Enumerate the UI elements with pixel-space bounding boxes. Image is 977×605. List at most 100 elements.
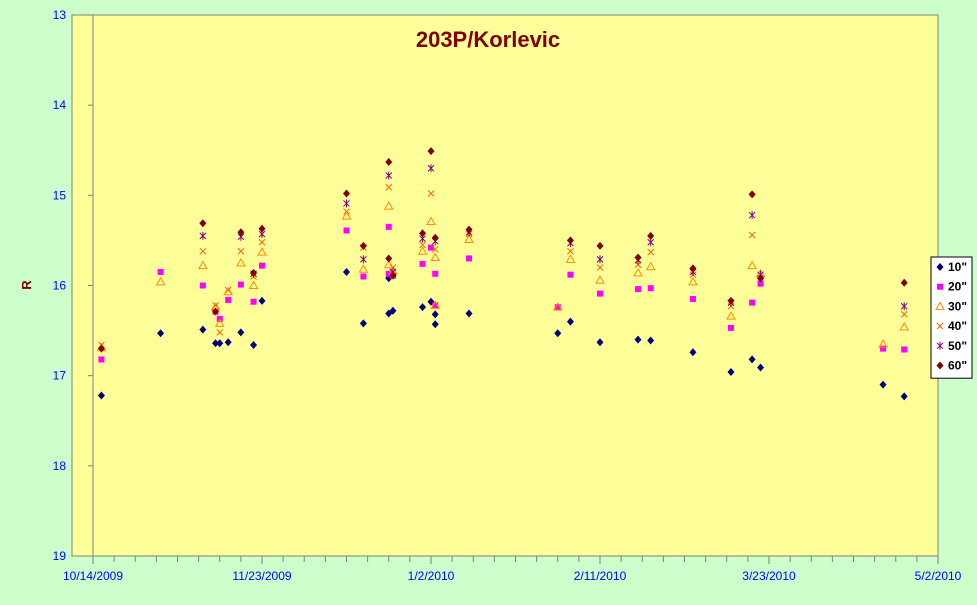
data-point [596, 241, 604, 250]
data-point [343, 189, 350, 198]
legend-label: 10" [948, 260, 967, 274]
legend-label: 50" [948, 339, 967, 353]
data-point [216, 339, 224, 348]
data-point [878, 339, 888, 348]
data-point [633, 267, 643, 277]
data-point [465, 309, 473, 318]
series-2 [98, 223, 908, 363]
data-point [428, 244, 434, 251]
data-point [647, 248, 655, 256]
data-point [389, 271, 397, 280]
data-point [383, 259, 394, 269]
data-point [554, 329, 562, 338]
data-point [97, 391, 105, 400]
legend: 10" 20" 30" 40" 50" 60" [930, 256, 973, 379]
legend-label: 40" [948, 319, 967, 333]
data-point [343, 267, 350, 276]
data-point [258, 224, 266, 233]
data-point [212, 307, 220, 316]
axes: 13 14 15 16 17 18 19 10/14/2009 11/23/2009 1/2/20… [53, 8, 962, 583]
data-point [237, 281, 244, 288]
data-point [634, 253, 642, 262]
data-point [566, 236, 574, 245]
data-point [389, 306, 397, 315]
data-point [236, 257, 246, 267]
y-tick-label: 13 [53, 8, 67, 22]
legend-box [930, 256, 973, 379]
y-tick-label: 19 [53, 549, 67, 563]
data-point [596, 255, 604, 264]
data-point [250, 268, 258, 277]
data-points [96, 147, 910, 401]
data-point [225, 296, 232, 303]
y-tick-label: 18 [53, 459, 67, 473]
data-point [383, 201, 394, 210]
data-point [757, 274, 765, 283]
data-point [359, 241, 367, 250]
data-point [430, 252, 441, 262]
data-point [250, 298, 257, 305]
data-point [212, 339, 220, 348]
y-tick-label: 14 [53, 98, 67, 112]
data-point [197, 260, 208, 270]
data-point [900, 310, 908, 318]
data-point [97, 344, 105, 353]
data-point [199, 247, 207, 255]
data-point [431, 246, 439, 253]
data-point [748, 231, 756, 239]
data-point [341, 211, 352, 220]
series-1 [97, 267, 908, 401]
y-tick-label: 15 [53, 188, 67, 202]
data-point [343, 208, 350, 215]
data-point [199, 219, 207, 228]
data-point [258, 238, 266, 246]
plot-area [71, 14, 939, 557]
data-point [212, 301, 219, 309]
data-point [385, 171, 393, 180]
data-point [647, 336, 655, 345]
data-point [155, 276, 166, 286]
data-point [596, 338, 604, 347]
data-point [727, 296, 735, 305]
data-point [250, 341, 258, 350]
data-point [419, 229, 427, 238]
data-point [747, 260, 757, 270]
data-point [199, 231, 207, 240]
data-point [464, 234, 474, 244]
data-point [385, 254, 393, 263]
data-point [343, 199, 350, 208]
data-point [647, 285, 654, 292]
data-point [431, 310, 439, 319]
data-point [726, 311, 736, 320]
x-tick-label: 2/11/2010 [574, 569, 627, 583]
data-point [595, 275, 605, 284]
data-point [359, 319, 367, 328]
data-point [417, 246, 428, 255]
data-point [748, 355, 756, 364]
y-tick-label: 16 [53, 279, 67, 293]
data-point [419, 241, 426, 249]
data-point [426, 216, 436, 225]
data-point [635, 286, 642, 293]
data-point [565, 254, 576, 263]
data-point [748, 211, 756, 220]
data-point [427, 190, 435, 197]
data-point [224, 286, 232, 294]
data-point [199, 325, 207, 334]
legend-marker [935, 301, 945, 310]
data-point [748, 190, 756, 199]
legend-label: 60" [948, 359, 967, 373]
data-point [98, 356, 105, 363]
data-point [900, 392, 908, 401]
data-point [634, 335, 642, 344]
data-point [757, 280, 764, 287]
data-point [432, 302, 439, 309]
data-point [757, 363, 765, 372]
data-point [647, 231, 655, 240]
data-point [199, 282, 206, 289]
data-point [466, 255, 473, 262]
data-point [689, 296, 696, 303]
data-point [258, 296, 266, 305]
